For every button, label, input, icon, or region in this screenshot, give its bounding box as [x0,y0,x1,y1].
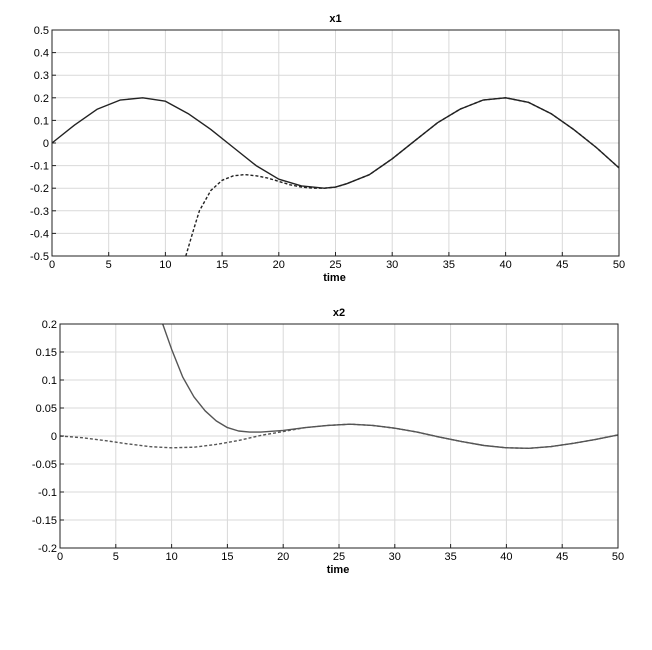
x-tick-label: 15 [221,551,233,563]
chart-title: x1 [329,13,341,25]
y-tick-label: -0.2 [38,543,57,555]
x-tick-label: 0 [57,551,63,563]
x-tick-label: 0 [49,259,55,271]
x-tick-label: 50 [612,551,624,563]
y-tick-label: 0.5 [34,25,49,37]
y-tick-label: -0.5 [30,251,49,263]
x-tick-label: 15 [216,259,228,271]
x-tick-label: 25 [329,259,341,271]
x-tick-label: 5 [113,551,119,563]
y-tick-label: 0 [43,138,49,150]
x-tick-label: 45 [556,551,568,563]
x-tick-label: 35 [444,551,456,563]
y-tick-label: 0.2 [42,319,57,331]
y-tick-label: -0.4 [30,228,49,240]
x-tick-label: 30 [389,551,401,563]
y-tick-label: 0.2 [34,93,49,105]
x-tick-label: 40 [499,259,511,271]
y-tick-label: -0.05 [32,459,57,471]
x-tick-label: 10 [159,259,171,271]
x-tick-label: 50 [613,259,625,271]
x-tick-label: 20 [273,259,285,271]
y-tick-label: -0.2 [30,183,49,195]
y-tick-label: 0.4 [34,48,49,60]
x-tick-label: 10 [165,551,177,563]
x-tick-label: 35 [443,259,455,271]
y-tick-label: 0.3 [34,70,49,82]
y-tick-label: 0.05 [36,403,57,415]
x-tick-label: 40 [500,551,512,563]
y-tick-label: 0 [51,431,57,443]
x-tick-label: 20 [277,551,289,563]
x-tick-label: 5 [106,259,112,271]
y-tick-label: 0.1 [34,115,49,127]
y-tick-label: -0.15 [32,515,57,527]
y-tick-label: 0.1 [42,375,57,387]
x-tick-label: 45 [556,259,568,271]
x-tick-label: 25 [333,551,345,563]
y-tick-label: -0.3 [30,206,49,218]
x-tick-label: 30 [386,259,398,271]
y-tick-label: 0.15 [36,347,57,359]
x-axis-label: time [323,272,346,284]
chart-title: x2 [333,307,345,319]
series-1-line [59,423,619,449]
y-tick-label: -0.1 [30,161,49,173]
series-1-line [185,97,620,257]
x-axis-label: time [327,564,350,576]
chart-x2: 0 5 10 15 20 25 30 35 40 45 50 0.2 0.15 0.1 0.05 0 -0.05… [32,307,624,576]
chart-x1: 0 5 10 15 20 25 30 35 40 45 50 0.5 0.4 0.3 0.2 0.1 0 -0.1… [30,13,625,284]
y-tick-label: -0.1 [38,487,57,499]
